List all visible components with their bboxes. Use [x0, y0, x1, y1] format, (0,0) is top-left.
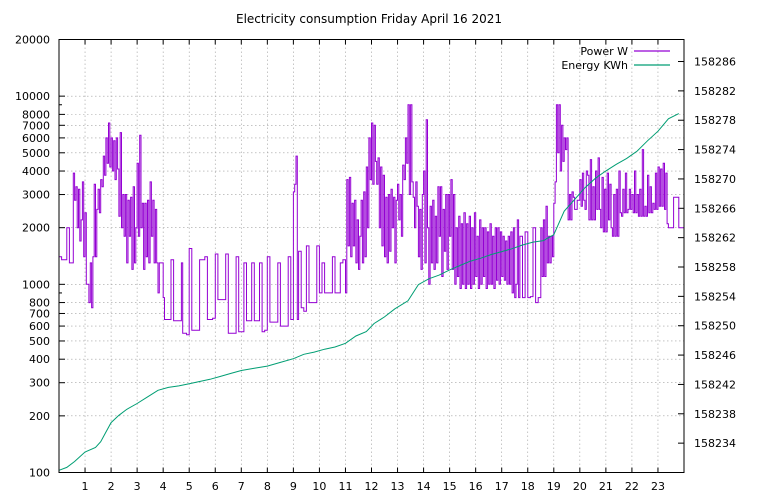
- y-tick-label-2000: 2000: [22, 222, 50, 235]
- x-tick-label-3: 3: [134, 480, 141, 493]
- y-tick-label-5000: 5000: [22, 147, 50, 160]
- y-tick-label-8000: 8000: [22, 108, 50, 121]
- x-tick-label-7: 7: [238, 480, 245, 493]
- x-tick-label-20: 20: [573, 480, 587, 493]
- y2-tick-label-158254: 158254: [694, 290, 736, 303]
- y-tick-label-1000: 1000: [22, 278, 50, 291]
- y2-tick-label-158262: 158262: [694, 232, 736, 245]
- x-tick-label-22: 22: [625, 480, 639, 493]
- y-tick-label-700: 700: [29, 307, 50, 320]
- y-tick-label-100: 100: [29, 467, 50, 480]
- x-tick-label-9: 9: [290, 480, 297, 493]
- x-tick-label-15: 15: [443, 480, 457, 493]
- y2-tick-label-158246: 158246: [694, 349, 736, 362]
- legend-label-power: Power W: [580, 45, 628, 58]
- x-tick-label-14: 14: [417, 480, 431, 493]
- chart-title: Electricity consumption Friday April 16 …: [236, 12, 502, 26]
- y2-tick-label-158278: 158278: [694, 114, 736, 127]
- grid-lines: [59, 39, 684, 473]
- x-tick-label-19: 19: [547, 480, 561, 493]
- y-tick-label-6000: 6000: [22, 132, 50, 145]
- x-tick-label-16: 16: [469, 480, 483, 493]
- x-tick-label-1: 1: [82, 480, 89, 493]
- y-tick-label-500: 500: [29, 335, 50, 348]
- y2-tick-label-158258: 158258: [694, 261, 736, 274]
- legend: Power W Energy KWh: [561, 45, 670, 72]
- y2-tick-label-158266: 158266: [694, 202, 736, 215]
- x-tick-label-6: 6: [212, 480, 219, 493]
- x-tick-label-4: 4: [160, 480, 167, 493]
- x-tick-label-12: 12: [365, 480, 379, 493]
- y-tick-label-600: 600: [29, 320, 50, 333]
- y-tick-label-20000: 20000: [15, 34, 50, 47]
- series-line-energy: [58, 113, 680, 471]
- y2-tick-label-158234: 158234: [694, 437, 736, 450]
- y-tick-label-800: 800: [29, 297, 50, 310]
- x-tick-label-18: 18: [521, 480, 535, 493]
- series-line-power: [59, 104, 684, 336]
- x-tick-label-13: 13: [391, 480, 405, 493]
- y-tick-label-200: 200: [29, 410, 50, 423]
- plot-area: [58, 104, 684, 471]
- x-tick-label-17: 17: [495, 480, 509, 493]
- plot-frame: [58, 39, 685, 473]
- x-tick-label-5: 5: [186, 480, 193, 493]
- x-tick-label-8: 8: [264, 480, 271, 493]
- y-tick-label-7000: 7000: [22, 119, 50, 132]
- x-tick-label-2: 2: [108, 480, 115, 493]
- y2-tick-label-158282: 158282: [694, 85, 736, 98]
- y-tick-label-400: 400: [29, 353, 50, 366]
- y2-tick-label-158242: 158242: [694, 378, 736, 391]
- x-tick-label-11: 11: [338, 480, 352, 493]
- x-tick-label-10: 10: [312, 480, 326, 493]
- y2-tick-label-158238: 158238: [694, 408, 736, 421]
- y2-axis-ticks: 158234 158238 158242 158246 158250 158254 1582…: [678, 56, 736, 450]
- y-tick-label-10000: 10000: [15, 90, 50, 103]
- x-tick-label-23: 23: [651, 480, 665, 493]
- y2-tick-label-158274: 158274: [694, 144, 736, 157]
- x-axis-ticks: 1 2 3 4 5 6 7 8 9 10 11 12 13 14 15 16 17 18 19 20 21 22 23: [82, 39, 665, 493]
- y-tick-label-3000: 3000: [22, 189, 50, 202]
- legend-label-energy: Energy KWh: [561, 59, 628, 72]
- y2-tick-label-158250: 158250: [694, 320, 736, 333]
- y-tick-label-4000: 4000: [22, 165, 50, 178]
- y2-tick-label-158286: 158286: [694, 56, 736, 69]
- x-tick-label-21: 21: [599, 480, 613, 493]
- y2-tick-label-158270: 158270: [694, 173, 736, 186]
- y-tick-label-300: 300: [29, 377, 50, 390]
